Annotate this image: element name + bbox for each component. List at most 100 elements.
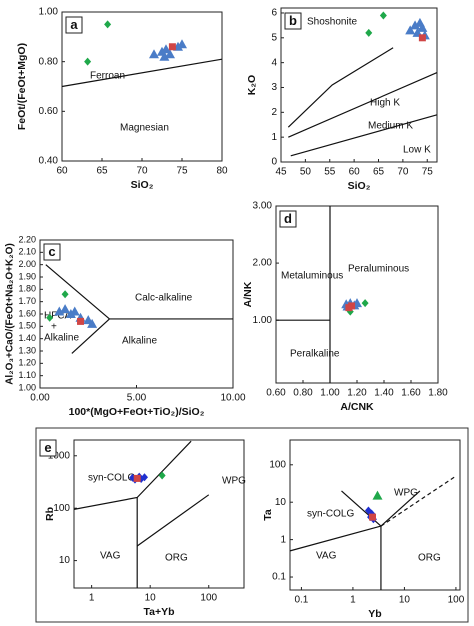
y-tick-label: 3.00 [253, 201, 273, 212]
panel-letter: a [70, 17, 78, 32]
y-tick-label: 3 [271, 82, 277, 93]
x-tick-label: 5.00 [127, 393, 147, 404]
point [141, 473, 149, 482]
y-tick-label: 1.30 [18, 345, 36, 355]
region-label: Metaluminous [281, 271, 343, 282]
region-label: syn-COLG [307, 509, 354, 520]
panel-letter-box [284, 12, 302, 30]
point [77, 317, 85, 325]
point [372, 490, 383, 500]
y-tick-label: 2.00 [253, 258, 273, 269]
point [361, 299, 369, 308]
x-tick-label: 60 [56, 166, 68, 177]
x-tick-label: 0.00 [30, 393, 50, 404]
y-tick-label: 1000 [48, 450, 71, 461]
y-axis-label: Ta [262, 509, 274, 521]
y-tick-label: 1.00 [253, 315, 273, 326]
region-label: Alkaline [44, 333, 79, 344]
x-tick-label: 1.00 [320, 388, 340, 399]
region-label: ORG [418, 553, 441, 564]
y-tick-label: 100 [269, 459, 286, 470]
panel: 0.60 0.80 1.00 1.20 1.40 1.60 1.80 1.00 2.00 3.00… [242, 201, 448, 413]
x-tick-label: 10.00 [220, 393, 245, 404]
x-tick-label: 10 [399, 595, 411, 606]
y-tick-label: 1 [271, 132, 277, 143]
y-tick-label: 1.40 [18, 333, 36, 343]
y-tick-label: 1.10 [18, 370, 36, 380]
y-tick-label: 4 [271, 57, 277, 68]
point [104, 20, 112, 29]
region-label: High K [370, 98, 400, 109]
point [364, 506, 372, 515]
x-axis-label: Ta+Yb [143, 606, 174, 618]
region-label: Peralkaline [290, 349, 340, 360]
x-tick-label: 1.80 [428, 388, 448, 399]
point [69, 306, 80, 316]
x-tick-label: 1.20 [347, 388, 367, 399]
y-tick-label: 2.10 [18, 247, 36, 257]
point [133, 474, 141, 482]
point [379, 11, 387, 20]
point [365, 28, 373, 37]
x-tick-label: 50 [300, 167, 312, 178]
region-label: Medium K [368, 121, 413, 132]
x-tick-label: 100 [448, 595, 465, 606]
panel-letter: c [48, 244, 55, 259]
panel: 1 10 100 10 100 1000 Ta+Yb Rb syn-COLG WPG VAG ORG e [39, 439, 246, 618]
point [177, 39, 187, 49]
y-tick-label: 1.50 [18, 321, 36, 331]
panel-letter-box [65, 16, 83, 34]
y-tick-label: 1.70 [18, 296, 36, 306]
region-label: Calc-alkaline [135, 293, 193, 304]
y-tick-label: 2 [271, 107, 277, 118]
region-label: Shoshonite [307, 17, 357, 28]
y-tick-label: 0.1 [272, 572, 286, 583]
y-tick-label: 0 [271, 157, 277, 168]
y-tick-label: 1 [280, 534, 286, 545]
y-tick-label: 5 [271, 32, 277, 43]
y-axis-label: K₂O [246, 75, 258, 95]
y-tick-label: 1.00 [18, 382, 36, 392]
boundary-line [380, 475, 457, 527]
y-tick-label: 1.60 [18, 308, 36, 318]
x-axis-label: A/CNK [340, 401, 374, 413]
boundary-line [287, 47, 394, 128]
x-tick-label: 70 [397, 167, 409, 178]
panel-letter-box [279, 210, 297, 228]
x-tick-label: 80 [216, 166, 228, 177]
y-tick-label: 0.80 [39, 56, 59, 67]
y-tick-label: 1.90 [18, 271, 36, 281]
region-label: Peraluminous [348, 264, 409, 275]
y-tick-label: 1.80 [18, 284, 36, 294]
point [418, 34, 426, 42]
region-label: syn-COLG [88, 473, 135, 484]
point [149, 49, 159, 59]
region-label: Ferroan [90, 71, 125, 82]
y-axis-label: Rb [44, 507, 56, 521]
panel-letter-box [43, 243, 61, 261]
boundary-line [380, 490, 421, 527]
panel: 45 50 55 60 65 70 750123456SiO₂K₂OShoshoniteHi… [246, 7, 438, 192]
x-axis-label: SiO₂ [131, 179, 154, 191]
point [87, 318, 98, 328]
x-axis-label: 100*(MgO+FeOt+TiO₂)/SiO₂ [69, 406, 205, 418]
panel-e-frame [35, 427, 469, 623]
x-tick-label: 0.80 [293, 388, 313, 399]
panel-letter: e [44, 440, 51, 455]
y-tick-label: 2.00 [18, 259, 36, 269]
panel: 0.1 1 10 100 0.1 1 10 100 Yb Ta WPG syn-COLG VAG ORG [262, 439, 465, 620]
y-axis-label: Al₂O₃+CaO/(FeOt+Na₂O+K₂O) [5, 243, 16, 385]
point [46, 313, 54, 322]
region-label: VAG [316, 551, 337, 562]
x-tick-label: 65 [373, 167, 385, 178]
x-tick-label: 10 [145, 593, 157, 604]
point [405, 25, 416, 35]
y-tick-label: 0.40 [39, 156, 59, 167]
x-tick-label: 75 [422, 167, 434, 178]
point [410, 20, 421, 30]
x-tick-label: 75 [176, 166, 188, 177]
point [165, 49, 175, 59]
point [60, 304, 71, 314]
point [161, 44, 171, 54]
x-tick-label: 60 [349, 167, 361, 178]
